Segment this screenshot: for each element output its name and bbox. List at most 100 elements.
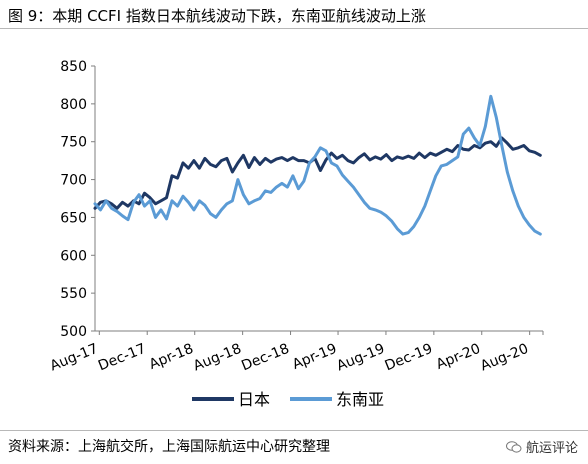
data-point xyxy=(534,151,536,154)
data-point xyxy=(418,152,421,154)
data-point xyxy=(281,156,283,159)
y-tick-label: 700 xyxy=(60,173,87,189)
data-point xyxy=(424,156,426,159)
data-point xyxy=(319,147,322,149)
data-point xyxy=(231,200,234,202)
data-point xyxy=(110,207,113,210)
data-point xyxy=(253,156,256,159)
data-point xyxy=(94,207,96,210)
x-tick-label: Apr-20 xyxy=(434,341,483,373)
data-point xyxy=(116,210,118,213)
data-point xyxy=(446,148,448,151)
data-point xyxy=(264,157,267,160)
data-point xyxy=(171,175,173,177)
data-point xyxy=(121,215,124,217)
data-point xyxy=(204,157,206,160)
data-point xyxy=(407,155,410,157)
data-point xyxy=(165,218,168,220)
data-point xyxy=(330,152,333,154)
data-point xyxy=(539,233,542,235)
data-point xyxy=(99,201,102,204)
data-point xyxy=(286,186,289,188)
data-point xyxy=(303,159,305,162)
x-tick-label: Apr-18 xyxy=(147,341,196,373)
data-point xyxy=(468,149,470,151)
legend: 日本 东南亚 xyxy=(192,390,384,409)
data-point xyxy=(479,147,481,149)
data-point xyxy=(358,193,360,196)
data-point xyxy=(506,171,509,173)
x-axis: Aug-17Dec-17Apr-18Aug-18Dec-18Apr-19Aug-… xyxy=(48,330,544,375)
data-point xyxy=(358,156,360,159)
y-tick-label: 750 xyxy=(60,135,87,151)
data-point xyxy=(369,159,371,161)
data-point xyxy=(347,180,349,182)
y-axis: 500 550 600 650 700 750 800 850 xyxy=(60,59,96,340)
data-point xyxy=(490,95,492,98)
data-point xyxy=(468,127,470,129)
series-line xyxy=(93,136,542,210)
data-point xyxy=(336,165,338,167)
data-point xyxy=(292,175,294,177)
data-point xyxy=(380,158,382,160)
data-point xyxy=(264,190,267,192)
data-point xyxy=(198,200,201,202)
data-point xyxy=(132,201,135,204)
data-point xyxy=(215,165,217,168)
data-point xyxy=(198,167,201,169)
series-southeast-asia xyxy=(93,94,542,236)
data-point xyxy=(402,157,404,160)
data-point xyxy=(385,215,388,217)
data-point xyxy=(539,154,542,157)
legend-label-southeast-asia: 东南亚 xyxy=(336,390,384,409)
data-point xyxy=(154,203,157,205)
data-point xyxy=(297,187,300,190)
data-point xyxy=(429,190,432,192)
data-point xyxy=(363,153,366,155)
data-point xyxy=(110,203,113,205)
x-tick-label: Apr-19 xyxy=(290,341,339,373)
data-point xyxy=(341,174,344,176)
data-point xyxy=(402,233,404,235)
data-point xyxy=(517,147,520,149)
x-tick-label: Aug-20 xyxy=(478,341,531,375)
data-point xyxy=(534,230,536,232)
data-point xyxy=(286,159,289,162)
data-point xyxy=(270,191,272,194)
data-point xyxy=(143,192,146,194)
data-point xyxy=(237,162,239,164)
data-point xyxy=(495,116,498,119)
data-point xyxy=(363,201,366,204)
data-point xyxy=(116,207,118,210)
data-point xyxy=(259,163,261,166)
data-point xyxy=(341,154,344,157)
data-point xyxy=(319,169,322,172)
chart-title: 图 9：本期 CCFI 指数日本航线波动下跌，东南亚航线波动上涨 xyxy=(8,7,426,25)
data-point xyxy=(523,216,525,219)
data-point xyxy=(297,159,300,162)
data-point xyxy=(94,203,96,205)
data-point xyxy=(253,200,256,202)
footer-divider xyxy=(0,430,588,431)
data-point xyxy=(440,165,443,167)
data-point xyxy=(391,159,393,162)
data-point xyxy=(396,156,399,158)
y-tick-label: 500 xyxy=(60,324,87,340)
data-point xyxy=(314,156,316,158)
data-point xyxy=(457,144,459,147)
data-point xyxy=(160,200,162,202)
data-point xyxy=(242,193,245,196)
source-note: 资料来源：上海航交所，上海国际航运中心研究整理 xyxy=(8,439,330,455)
data-point xyxy=(391,220,393,222)
data-point xyxy=(336,157,338,160)
data-point xyxy=(506,142,509,144)
data-point xyxy=(396,228,399,230)
data-point xyxy=(193,159,195,162)
data-point xyxy=(182,162,184,164)
data-point xyxy=(490,140,492,143)
data-point xyxy=(380,211,382,213)
data-point xyxy=(127,205,129,207)
data-point xyxy=(187,167,190,169)
x-tick-label: Aug-17 xyxy=(48,341,101,375)
